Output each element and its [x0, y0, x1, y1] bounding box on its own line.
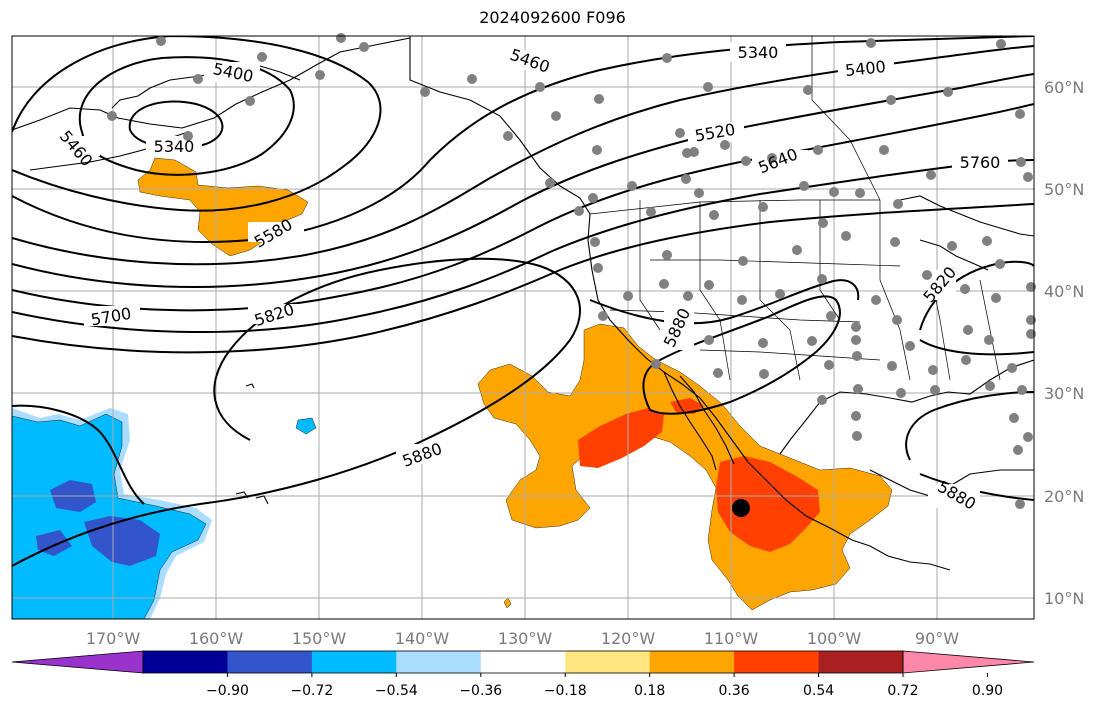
colorbar-tick-label: 0.18: [634, 683, 665, 699]
colorbar-segment: [227, 651, 313, 673]
lat-label: 10°N: [1044, 589, 1084, 608]
small-anomaly-dot: [503, 597, 512, 609]
colorbar-low-extend: [11, 650, 144, 674]
storm-center-marker: [732, 499, 750, 517]
colorbar-high-extend: [902, 650, 1035, 674]
colorbar-tick-label: 0.90: [972, 683, 1003, 699]
gridlines: [12, 36, 1034, 619]
lon-label: 130°W: [498, 629, 553, 648]
lon-label: 140°W: [395, 629, 450, 648]
colorbar-tick-label: −0.18: [544, 683, 587, 699]
lon-label: 100°W: [807, 629, 862, 648]
colorbar-segment: [480, 651, 566, 673]
strong-anomaly-baja: [578, 408, 664, 468]
colorbar-tick-label: −0.72: [290, 683, 333, 699]
negative-anomaly-small: [295, 417, 317, 435]
colorbar-frame: [142, 650, 904, 674]
lat-label: 30°N: [1044, 384, 1084, 403]
contour-label: 5340: [738, 43, 779, 62]
longitude-labels: 170°W 160°W 150°W 140°W 130°W 120°W 110°…: [86, 629, 959, 648]
colorbar-segment: [396, 651, 482, 673]
colorbar-segment: [311, 651, 397, 673]
contour-label: 5400: [844, 57, 886, 80]
contour-label: 5340: [154, 137, 195, 156]
colorbar-tick-label: −0.54: [375, 683, 418, 699]
lat-label: 60°N: [1044, 78, 1084, 97]
lon-label: 90°W: [915, 629, 959, 648]
colorbar-tick-label: 0.54: [803, 683, 834, 699]
colorbar-segment: [818, 651, 904, 673]
colorbar-tick-label: −0.36: [459, 683, 502, 699]
colorbar-segment: [649, 651, 735, 673]
contour-label: 5760: [960, 153, 1001, 172]
lat-label: 20°N: [1044, 487, 1084, 506]
lon-label: 150°W: [292, 629, 347, 648]
lon-label: 110°W: [704, 629, 759, 648]
political-borders: [589, 36, 1001, 381]
lat-label: 50°N: [1044, 180, 1084, 199]
colorbar-tick-label: 0.72: [887, 683, 918, 699]
lat-label: 40°N: [1044, 282, 1084, 301]
lon-label: 170°W: [86, 629, 141, 648]
contour-label-backgrounds: [44, 42, 1008, 508]
map-title: 2024092600 F096: [479, 8, 626, 27]
station-markers: [107, 33, 1036, 509]
lon-label: 120°W: [601, 629, 656, 648]
colorbar-tick-label: 0.36: [719, 683, 750, 699]
latitude-labels: 60°N 50°N 40°N 30°N 20°N 10°N: [1044, 78, 1084, 608]
negative-anomaly-strong-2: [84, 516, 160, 566]
lon-label: 160°W: [189, 629, 244, 648]
map-frame: [11, 35, 1035, 620]
colorbar-tick-label: −0.90: [206, 683, 249, 699]
colorbar-segment: [565, 651, 651, 673]
colorbar-segment: [143, 651, 228, 673]
height-contours: [12, 36, 1034, 567]
colorbar: −0.90 −0.72 −0.54 −0.36 −0.18 0.18 0.36 0.54 0.7…: [11, 650, 1035, 699]
colorbar-segment: [734, 651, 820, 673]
strong-anomaly-mexico: [716, 456, 820, 552]
